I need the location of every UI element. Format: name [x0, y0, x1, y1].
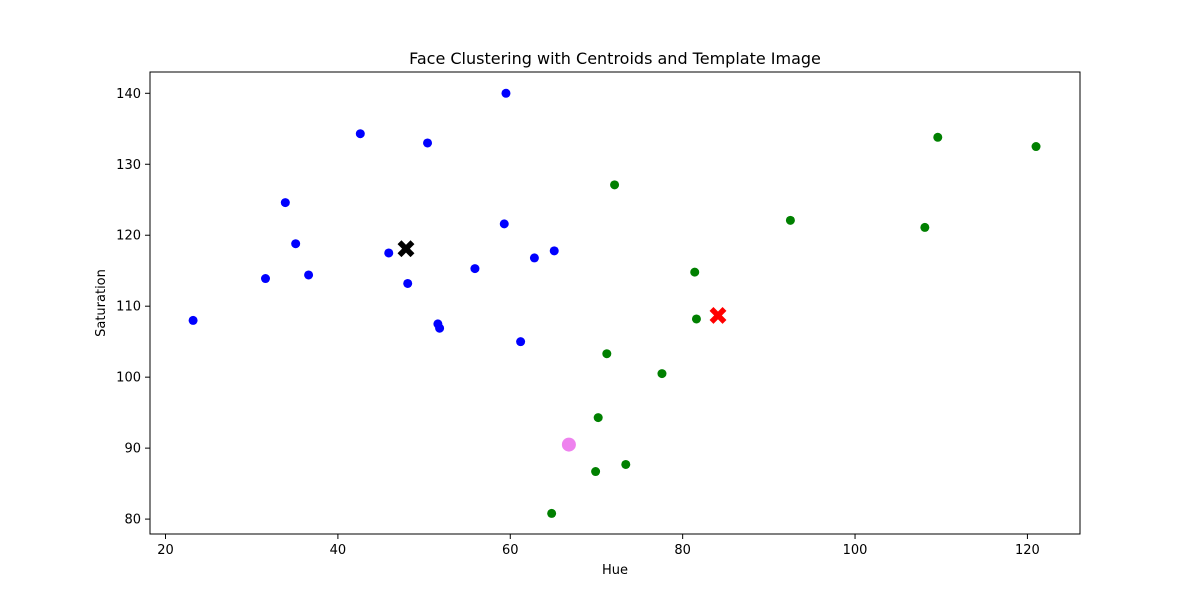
- cluster-1-point: [657, 369, 667, 379]
- y-axis-label: Saturation: [94, 269, 109, 337]
- cluster-1-point: [593, 413, 603, 423]
- chart-title: Face Clustering with Centroids and Templ…: [409, 49, 821, 68]
- x-tick-label: 120: [1015, 543, 1040, 558]
- x-axis-label: Hue: [602, 563, 628, 578]
- cluster-0-point: [280, 198, 290, 208]
- cluster-0-point: [403, 278, 413, 288]
- x-tick-label: 60: [502, 543, 519, 558]
- cluster-1-point: [920, 222, 930, 232]
- y-tick-label: 110: [116, 300, 141, 315]
- cluster-0-point: [435, 323, 445, 333]
- cluster-0-point: [384, 248, 394, 258]
- cluster-1-point: [547, 508, 557, 518]
- y-tick-label: 80: [124, 513, 141, 528]
- cluster-0-point: [260, 274, 270, 284]
- cluster-0-point: [549, 246, 559, 256]
- cluster-1-point: [591, 467, 601, 477]
- cluster-0-point: [423, 138, 433, 148]
- y-tick-label: 140: [116, 87, 141, 102]
- cluster-0-point: [529, 253, 539, 263]
- cluster-0-point: [355, 129, 365, 139]
- y-tick-label: 130: [116, 158, 141, 173]
- y-tick-label: 100: [116, 371, 141, 386]
- cluster-1-point: [602, 349, 612, 359]
- cluster-0-point: [501, 88, 511, 98]
- data-points: [188, 88, 1041, 518]
- centroid-markers: [397, 240, 727, 452]
- cluster-0-point: [516, 337, 526, 347]
- cluster-1-point: [690, 267, 700, 277]
- y-tick-label: 90: [124, 442, 141, 457]
- cluster-1-point: [1031, 142, 1041, 152]
- x-tick-label: 80: [674, 543, 691, 558]
- y-axis: 80 90 100 110 120 130 140: [116, 87, 150, 528]
- cluster-0-point: [188, 315, 198, 325]
- cluster-1-point: [785, 215, 795, 225]
- cluster-0-point: [470, 264, 480, 274]
- cluster-1-point: [621, 459, 631, 469]
- x-tick-label: 40: [330, 543, 347, 558]
- cluster-0-point: [304, 270, 314, 280]
- cluster-1-point: [610, 180, 620, 190]
- cluster-1-point: [933, 132, 943, 142]
- x-axis: 20 40 60 80 100 120: [157, 534, 1040, 558]
- cluster-0-point: [291, 239, 301, 249]
- cluster-0-point: [499, 219, 509, 229]
- x-tick-label: 20: [157, 543, 174, 558]
- plot-area: [149, 71, 1081, 535]
- cluster-1-point: [691, 314, 701, 324]
- template-image-point: [561, 437, 576, 452]
- x-tick-label: 100: [843, 543, 868, 558]
- y-tick-label: 120: [116, 229, 141, 244]
- centroid-cluster-0: [397, 240, 415, 258]
- centroid-cluster-1: [709, 306, 727, 324]
